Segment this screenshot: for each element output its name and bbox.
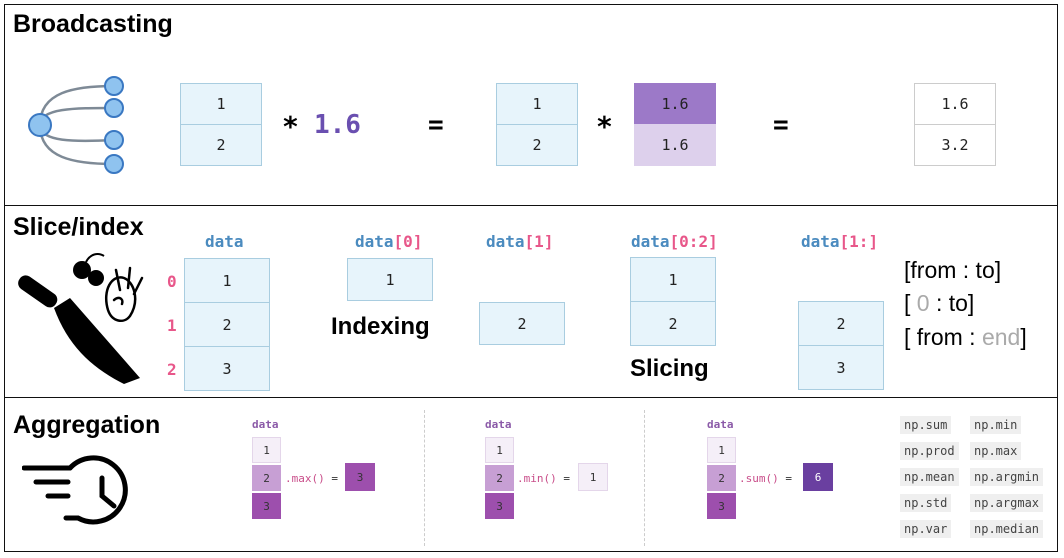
speed-clock-icon xyxy=(22,455,128,525)
agg-cell: 2 xyxy=(707,465,736,491)
data-index-0-label: data[0] xyxy=(355,232,423,251)
stretched-scalar-cell: 1.6 xyxy=(634,124,716,166)
data-index-1-label: data[1] xyxy=(486,232,554,251)
scalar-cell: 1.6 xyxy=(634,83,716,125)
multiply-sign: * xyxy=(282,110,299,143)
data-slice-1-label: data[1:] xyxy=(801,232,879,251)
array-cell: 2 xyxy=(630,301,716,346)
array-cell: 1 xyxy=(496,83,578,125)
max-result-cell: 3 xyxy=(345,463,375,491)
divider xyxy=(4,397,1058,398)
equals-sign: = xyxy=(773,110,789,140)
slice-syntax-line: [from : to] xyxy=(904,257,1002,283)
agg-cell: 1 xyxy=(252,437,281,463)
np-function: np.max xyxy=(970,442,1022,460)
agg-cell: 1 xyxy=(707,437,736,463)
knife-icon xyxy=(18,253,144,384)
divider xyxy=(4,205,1058,206)
array-cell: 2 xyxy=(496,124,578,166)
aggregation-title: Aggregation xyxy=(13,411,161,439)
slice-title: Slice/index xyxy=(13,213,144,241)
np-function: np.sum xyxy=(900,416,952,434)
tree-icon xyxy=(28,76,124,174)
np-function: np.argmax xyxy=(970,494,1044,512)
slice-syntax-line: [ 0 : to] xyxy=(904,290,975,316)
array-cell: 1 xyxy=(630,257,716,302)
broadcasting-title: Broadcasting xyxy=(13,10,173,38)
array-cell: 2 xyxy=(180,124,262,166)
min-call: .min() = xyxy=(517,472,570,485)
agg-cell: 3 xyxy=(485,493,514,519)
array-cell: 3 xyxy=(798,345,884,390)
data-label: data xyxy=(707,418,734,431)
np-function: np.min xyxy=(970,416,1022,434)
array-cell: 1 xyxy=(180,83,262,125)
multiply-sign: * xyxy=(596,110,613,143)
array-cell: 2 xyxy=(479,302,565,345)
agg-cell: 3 xyxy=(252,493,281,519)
data-slice-0-2-label: data[0:2] xyxy=(631,232,718,251)
data-label: data xyxy=(485,418,512,431)
index-label: 2 xyxy=(167,360,177,379)
slice-syntax-line: [ from : end] xyxy=(904,324,1027,350)
agg-cell: 2 xyxy=(485,465,514,491)
array-cell: 2 xyxy=(184,302,270,347)
min-result-cell: 1 xyxy=(578,463,608,491)
array-cell: 1 xyxy=(184,258,270,303)
data-label: data xyxy=(205,232,244,251)
np-function: np.var xyxy=(900,520,952,538)
np-function: np.prod xyxy=(900,442,959,460)
array-cell: 3 xyxy=(184,346,270,391)
result-cell: 3.2 xyxy=(914,124,996,166)
agg-cell: 3 xyxy=(707,493,736,519)
np-function: np.median xyxy=(970,520,1044,538)
np-function: np.argmin xyxy=(970,468,1044,486)
index-label: 0 xyxy=(167,272,177,291)
sum-result-cell: 6 xyxy=(803,463,833,491)
result-cell: 1.6 xyxy=(914,83,996,125)
divider xyxy=(644,410,645,546)
np-function: np.std xyxy=(900,494,952,512)
np-function: np.mean xyxy=(900,468,959,486)
figure-frame xyxy=(4,4,1058,552)
equals-sign: = xyxy=(428,110,444,140)
array-cell: 1 xyxy=(347,258,433,301)
divider xyxy=(424,410,425,546)
agg-cell: 2 xyxy=(252,465,281,491)
sum-call: .sum() = xyxy=(739,472,792,485)
indexing-label: Indexing xyxy=(331,313,430,340)
agg-cell: 1 xyxy=(485,437,514,463)
max-call: .max() = xyxy=(285,472,338,485)
index-label: 1 xyxy=(167,316,177,335)
slicing-label: Slicing xyxy=(630,355,709,382)
scalar-value: 1.6 xyxy=(314,110,361,140)
data-label: data xyxy=(252,418,279,431)
array-cell: 2 xyxy=(798,301,884,346)
